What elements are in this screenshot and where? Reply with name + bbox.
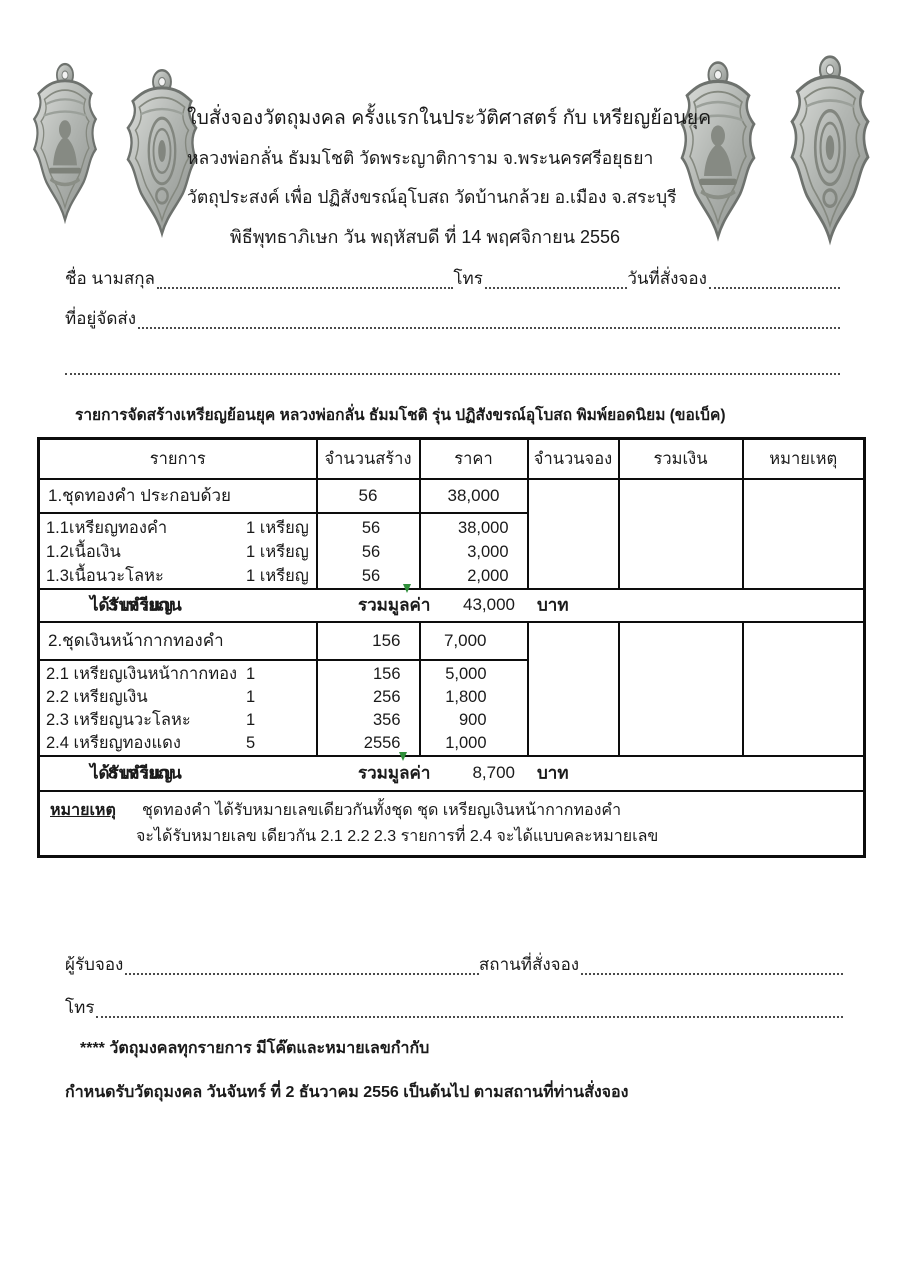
baht-unit: บาท [537,763,569,783]
section1-title: 1.ชุดทองคำ ประกอบด้วย [37,477,318,514]
address-row: ที่อยู่จัดส่ง [65,306,840,332]
note-line-2: จะได้รับหมายเลข เดียวกัน 2.1 2.2 2.3 ราย… [136,827,659,845]
order-table: รายการ จำนวนสร้าง ราคา จำนวนจอง รวมเงิน … [37,437,866,858]
green-marker-icon [399,752,407,761]
table-header-row: รายการ จำนวนสร้าง ราคา จำนวนจอง รวมเงิน … [37,437,866,480]
footer-phone-field-blank [96,1016,843,1018]
item-2-1: 2.1 เหรียญเงินหน้ากากทอง 1 [46,664,256,683]
col-remark: หมายเหตุ [741,437,866,480]
col-item: รายการ [37,437,318,480]
section2-ordered-blank [526,620,620,757]
document-header: ใบสั่งจองวัตถุมงคล ครั้งแรกในประวัติศาสต… [187,102,712,222]
col-price: ราคา [418,437,529,480]
receiver-row: ผู้รับจอง สถานที่สั่งจอง [65,952,843,978]
received-label: ได้รับจำนวน [90,595,182,615]
item-1-3: 1.3เนื้อนวะโลหะ 1 เหรียญ [46,566,309,585]
name-phone-date-row: ชื่อ นามสกุล โทร วันที่สั่งจอง [65,266,840,292]
section2-item-names: 2.1 เหรียญเงินหน้ากากทอง 1 2.2 เหรียญเงิน… [37,658,318,757]
amulet-photo-front-left [18,60,112,228]
order-place-field-blank [581,973,843,975]
section2-item-made: 156 256 356 2556 [315,658,421,757]
name-label: ชื่อ นามสกุล [65,269,155,288]
section2-items-row: 2.1 เหรียญเงินหน้ากากทอง 1 2.2 เหรียญเงิน… [37,658,865,757]
note-label: หมายเหตุ [50,801,116,819]
phone-field-blank [484,287,628,289]
footer-phone-label: โทร [65,998,95,1017]
section1-price: 38,000 [418,477,529,514]
received-label: ได้รับจำนวน [90,763,182,783]
section1-main-row: 1.ชุดทองคำ ประกอบด้วย 56 38,000 [37,477,866,590]
address-field-blank [138,327,840,329]
receiver-label: ผู้รับจอง [65,955,124,974]
ceremony-date-line: พิธีพุทธาภิเษก วัน พฤหัสบดี ที่ 14 พฤศจิ… [229,227,621,247]
total-value: 8,700 [472,763,515,782]
order-place-label: สถานที่สั่งจอง [478,955,580,974]
green-marker-icon [403,584,411,593]
section1-item-prices: 38,000 3,000 2,000 [418,511,529,590]
order-date-label: วันที่สั่งจอง [627,269,707,288]
header-line-3: วัตถุประสงค์ เพื่อ ปฏิสังขรณ์อุโบสถ วัดบ… [187,187,677,207]
item-2-3: 2.3 เหรียญนวะโลหะ 1 [46,710,256,729]
section2-price: 7,000 [418,620,529,661]
amulet-photo-back-right [772,52,888,250]
footer-note-codes: **** วัตถุมงคลทุกรายการ มีโค๊ตและหมายเลข… [80,1040,430,1057]
section1-summary: ได้รับจำนวน 3 เหรียญ รวมมูลค่า 43,000 บาท [37,587,866,623]
order-date-field-blank [708,287,840,289]
section1-ordered-blank [526,477,620,590]
section1-item-names: 1.1เหรียญทองคำ 1 เหรียญ 1.2เนื้อเงิน 1 เหร… [37,511,318,590]
section2-item-prices: 5,000 1,800 900 1,000 [418,658,529,757]
item-1-2: 1.2เนื้อเงิน 1 เหรียญ [46,542,309,561]
section1-summary-row: ได้รับจำนวน 3 เหรียญ รวมมูลค่า 43,000 บาท [37,587,866,623]
total-value: 43,000 [463,595,515,614]
section2-made: 156 [315,620,421,661]
section2-remark-blank [741,620,866,757]
address-field-blank-2 [65,373,840,375]
item-1-1: 1.1เหรียญทองคำ 1 เหรียญ [46,518,309,537]
item-2-2: 2.2 เหรียญเงิน 1 [46,687,256,706]
section1-total-blank [617,477,744,590]
phone-label: โทร [453,269,483,288]
total-label: รวมมูลค่า [358,763,431,783]
section2-summary-row: ได้รับจำนวน 8 เหรียญ รวมมูลค่า 8,700 บาท [37,754,866,792]
col-total: รวมเงิน [617,437,744,480]
section2-title: 2.ชุดเงินหน้ากากทองคำ [37,620,318,661]
section2-summary: ได้รับจำนวน 8 เหรียญ รวมมูลค่า 8,700 บาท [37,754,866,792]
note-line-1: ชุดทองคำ ได้รับหมายเลขเดียวกันทั้งชุด ชุ… [142,801,622,819]
header-line-2: หลวงพ่อกลั่น ธัมมโชติ วัดพระญาติการาม จ.… [187,148,654,168]
footer-phone-row: โทร [65,995,843,1021]
col-ordered: จำนวนจอง [526,437,620,480]
address-label: ที่อยู่จัดส่ง [65,309,137,328]
received-qty: 8 เหรียญ [108,763,173,783]
note-cell: หมายเหตุ ชุดทองคำ ได้รับหมายเลขเดียวกันท… [37,789,866,858]
section1-remark-blank [741,477,866,590]
receiver-field-blank [125,973,479,975]
item-2-4: 2.4 เหรียญทองแดง 5 [46,733,256,752]
header-line-1: ใบสั่งจองวัตถุมงคล ครั้งแรกในประวัติศาสต… [187,107,712,129]
address-row-2 [65,352,840,378]
section1-made: 56 [315,477,421,514]
total-label: รวมมูลค่า [358,595,431,615]
section1-item-made: 56 56 56 [315,511,421,590]
section2-main-row: 2.ชุดเงินหน้ากากทองคำ 156 7,000 [37,620,866,757]
name-field-blank [156,287,454,289]
col-made: จำนวนสร้าง [315,437,421,480]
table-note-row: หมายเหตุ ชุดทองคำ ได้รับหมายเลขเดียวกันท… [37,789,866,858]
footer-note-pickup: กำหนดรับวัตถุมงคล วันจันทร์ ที่ 2 ธันวาค… [65,1084,629,1101]
baht-unit: บาท [537,595,569,615]
section1-items-row: 1.1เหรียญทองคำ 1 เหรียญ 1.2เนื้อเงิน 1 เหร… [37,511,865,590]
section2-total-blank [617,620,744,757]
table-title: รายการจัดสร้างเหรียญย้อนยุค หลวงพ่อกลั่น… [75,407,726,424]
received-qty: 3 เหรียญ [108,595,173,615]
